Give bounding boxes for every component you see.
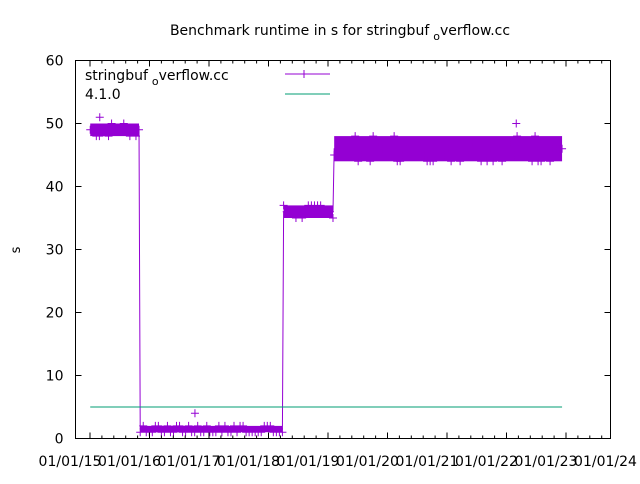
y-tick-label: 30 — [46, 243, 64, 259]
legend-label-series-1: stringbuf overflow.cc — [85, 68, 229, 88]
series-line-stringbuf-overflow — [90, 129, 563, 430]
series-band — [140, 425, 283, 433]
x-tick-label: 01/01/22 — [455, 454, 518, 470]
series-point-markers — [279, 201, 337, 222]
x-tick-label: 01/01/19 — [277, 454, 340, 470]
x-tick-label: 01/01/17 — [158, 454, 221, 470]
y-tick-label: 20 — [46, 306, 64, 322]
x-tick-label: 01/01/24 — [574, 454, 637, 470]
series-point-markers — [330, 132, 567, 166]
series-point-outlier — [95, 113, 104, 122]
x-tick-label: 01/01/18 — [217, 454, 280, 470]
x-tick-label: 01/01/23 — [515, 454, 578, 470]
plot-frame — [75, 60, 611, 439]
series-point-markers — [86, 119, 144, 141]
x-tick-label: 01/01/15 — [39, 454, 102, 470]
y-tick-label: 0 — [55, 432, 64, 448]
legend-label-series-2: 4.1.0 — [85, 87, 121, 103]
y-tick-label: 10 — [46, 369, 64, 385]
x-tick-label: 01/01/16 — [98, 454, 161, 470]
series-point-markers — [136, 421, 287, 437]
series-point-outlier — [512, 119, 521, 128]
y-tick-label: 60 — [46, 54, 64, 70]
legend-marker-series-1 — [300, 70, 308, 78]
y-axis-label: s — [9, 246, 24, 253]
series-point-outlier — [393, 157, 402, 166]
x-tick-label: 01/01/21 — [396, 454, 459, 470]
x-tick-label: 01/01/20 — [336, 454, 399, 470]
y-tick-label: 40 — [46, 180, 64, 196]
legend: stringbuf overflow.cc 4.1.0 — [85, 68, 330, 103]
series-point-outlier — [190, 409, 199, 418]
y-tick-label: 50 — [46, 117, 64, 133]
chart-title: Benchmark runtime in s for stringbuf over… — [170, 23, 510, 43]
